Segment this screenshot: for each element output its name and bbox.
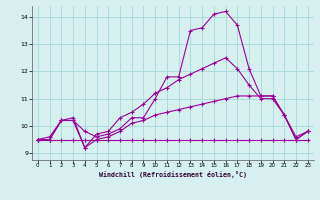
X-axis label: Windchill (Refroidissement éolien,°C): Windchill (Refroidissement éolien,°C)	[99, 171, 247, 178]
